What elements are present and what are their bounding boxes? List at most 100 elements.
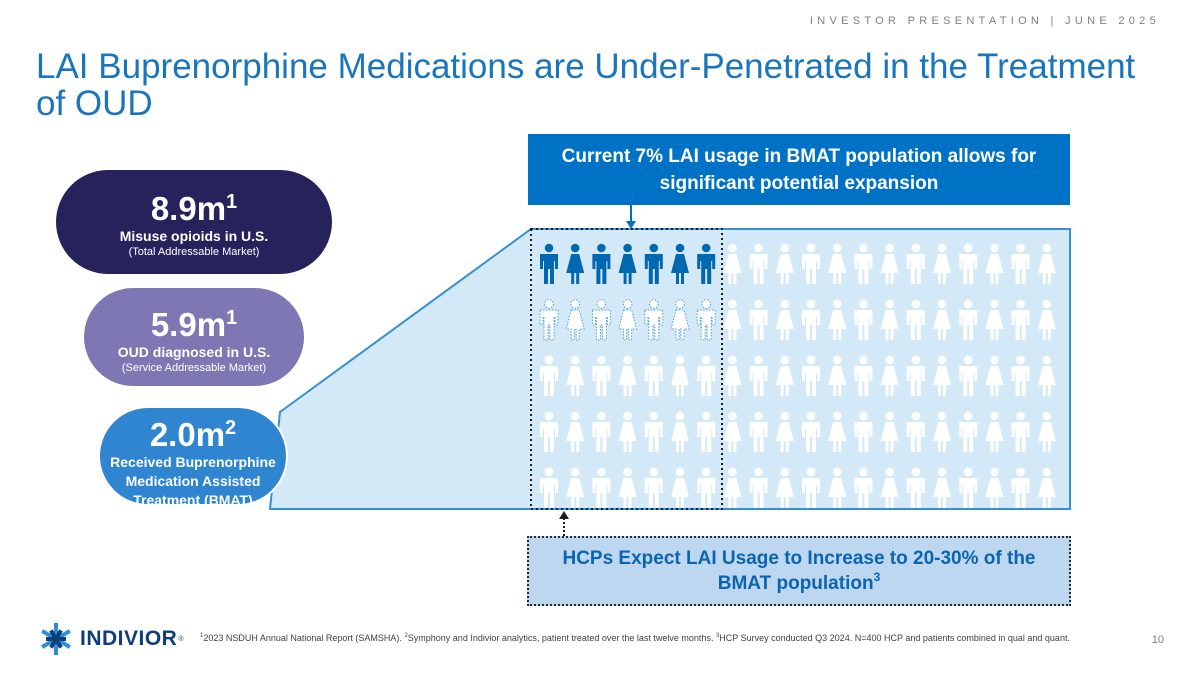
- person-figure-base: [985, 243, 1004, 284]
- person-figure-base: [959, 243, 978, 284]
- person-figure-base: [1011, 243, 1030, 284]
- registered-mark: ®: [178, 635, 184, 643]
- person-figure-base: [618, 355, 637, 396]
- indivior-logo: INDIVIOR ®: [36, 622, 184, 656]
- person-figure-base: [906, 299, 925, 340]
- person-figure-base: [723, 299, 742, 340]
- person-figure-lai-expected: [670, 299, 690, 341]
- person-figure-base: [723, 243, 742, 284]
- person-figure-base: [671, 411, 689, 452]
- indivior-logo-mark-icon: [41, 623, 71, 655]
- person-figure-base: [880, 467, 899, 508]
- person-figure-base: [854, 467, 873, 508]
- person-figure-base: [906, 355, 925, 396]
- person-figure-lai-expected: [644, 299, 664, 341]
- person-figure-base: [592, 355, 611, 396]
- person-figure-lai-expected: [696, 299, 716, 341]
- person-figure-base: [540, 411, 558, 452]
- person-figure-base: [802, 467, 820, 508]
- person-figure-base: [854, 299, 873, 340]
- person-figure-base: [775, 411, 794, 452]
- header-tag: INVESTOR PRESENTATION | JUNE 2025: [809, 15, 1160, 27]
- person-figure-base: [749, 411, 768, 452]
- sam-value: 5.9m: [150, 306, 227, 343]
- tam-value: 8.9m: [150, 190, 227, 227]
- person-figure-base: [802, 299, 820, 340]
- page-title: LAI Buprenorphine Medications are Under-…: [36, 47, 1136, 123]
- footnotes: 12023 NSDUH Annual National Report (SAMS…: [200, 633, 1070, 643]
- person-figure-base: [723, 411, 742, 452]
- person-figure-base: [592, 411, 611, 452]
- current-lai-callout-text: Current 7% LAI usage in BMAT population …: [561, 145, 1037, 194]
- person-figure-base: [959, 411, 978, 452]
- person-figure-base: [697, 355, 716, 396]
- person-figure-base: [566, 467, 585, 508]
- expected-lai-callout-text: HCPs Expect LAI Usage to Increase to 20-…: [562, 548, 1036, 594]
- person-figure-base: [828, 467, 847, 508]
- arrow-current-head: [626, 221, 636, 229]
- person-figure-base: [1011, 467, 1030, 508]
- person-figure-base: [933, 243, 951, 284]
- lai-expected-highlight: [530, 228, 723, 510]
- person-figure-base: [671, 355, 689, 396]
- person-figure-lai-expected: [539, 299, 559, 341]
- person-figure-lai-expected: [591, 299, 611, 341]
- person-figure-base: [723, 355, 742, 396]
- footnote-2-marker: 2: [404, 633, 408, 639]
- person-figure-base: [644, 355, 663, 396]
- person-figure-lai-expected: [565, 299, 585, 341]
- sam-sublabel: (Service Addressable Market): [121, 362, 267, 374]
- person-figure-base: [933, 355, 951, 396]
- sam-pill: 5.9m1 OUD diagnosed in U.S. (Service Add…: [84, 288, 304, 386]
- figure-grid: [539, 243, 1056, 508]
- person-figure-base: [592, 467, 611, 508]
- person-figure-base: [671, 467, 689, 508]
- tam-pill: 8.9m1 Misuse opioids in U.S. (Total Addr…: [56, 170, 332, 274]
- person-figure-base: [854, 243, 873, 284]
- page-number: 10: [1151, 634, 1164, 646]
- person-figure-lai-expected: [617, 299, 638, 341]
- arrow-expected-head: [559, 511, 569, 519]
- person-figure-base: [749, 355, 768, 396]
- expected-lai-footnote-ref: 3: [873, 570, 881, 584]
- footnote-1: 2023 NSDUH Annual National Report (SAMSH…: [203, 633, 405, 643]
- person-figure-base: [880, 299, 899, 340]
- person-figure-base: [933, 411, 951, 452]
- person-figure-base: [985, 411, 1004, 452]
- person-figure-lai-current: [618, 243, 637, 284]
- footnote-2: Symphony and Indivior analytics, patient…: [407, 633, 716, 643]
- person-figure-base: [749, 243, 768, 284]
- person-figure-base: [775, 355, 794, 396]
- person-figure-base: [854, 411, 873, 452]
- tam-label: Misuse opioids in U.S.: [119, 228, 269, 244]
- person-figure-base: [959, 299, 978, 340]
- person-figure-base: [906, 467, 925, 508]
- footnote-3-marker: 3: [715, 633, 720, 639]
- person-figure-lai-current: [644, 243, 663, 284]
- person-figure-base: [566, 355, 585, 396]
- person-figure-base: [749, 467, 768, 508]
- person-figure-base: [775, 299, 794, 340]
- person-figure-base: [697, 467, 716, 508]
- person-figure-base: [1037, 243, 1056, 284]
- person-figure-base: [985, 299, 1004, 340]
- person-figure-base: [697, 411, 716, 452]
- person-figure-base: [959, 467, 978, 508]
- person-figure-base: [618, 411, 637, 452]
- person-figure-base: [644, 467, 663, 508]
- person-figure-base: [985, 355, 1004, 396]
- sam-footnote-ref: 1: [226, 307, 238, 329]
- person-figure-lai-current: [697, 243, 716, 284]
- person-figure-base: [540, 467, 558, 508]
- person-figure-base: [1037, 355, 1056, 396]
- expected-lai-callout: HCPs Expect LAI Usage to Increase to 20-…: [527, 536, 1071, 606]
- bmat-label: Received Buprenorphine Medication Assist…: [110, 454, 276, 508]
- tam-footnote-ref: 1: [226, 191, 238, 213]
- person-figure-base: [723, 467, 742, 508]
- person-figure-base: [880, 243, 899, 284]
- person-figure-base: [880, 355, 899, 396]
- person-figure-base: [933, 299, 951, 340]
- person-figure-base: [959, 355, 978, 396]
- person-figure-base: [802, 243, 820, 284]
- person-figure-base: [1037, 411, 1056, 452]
